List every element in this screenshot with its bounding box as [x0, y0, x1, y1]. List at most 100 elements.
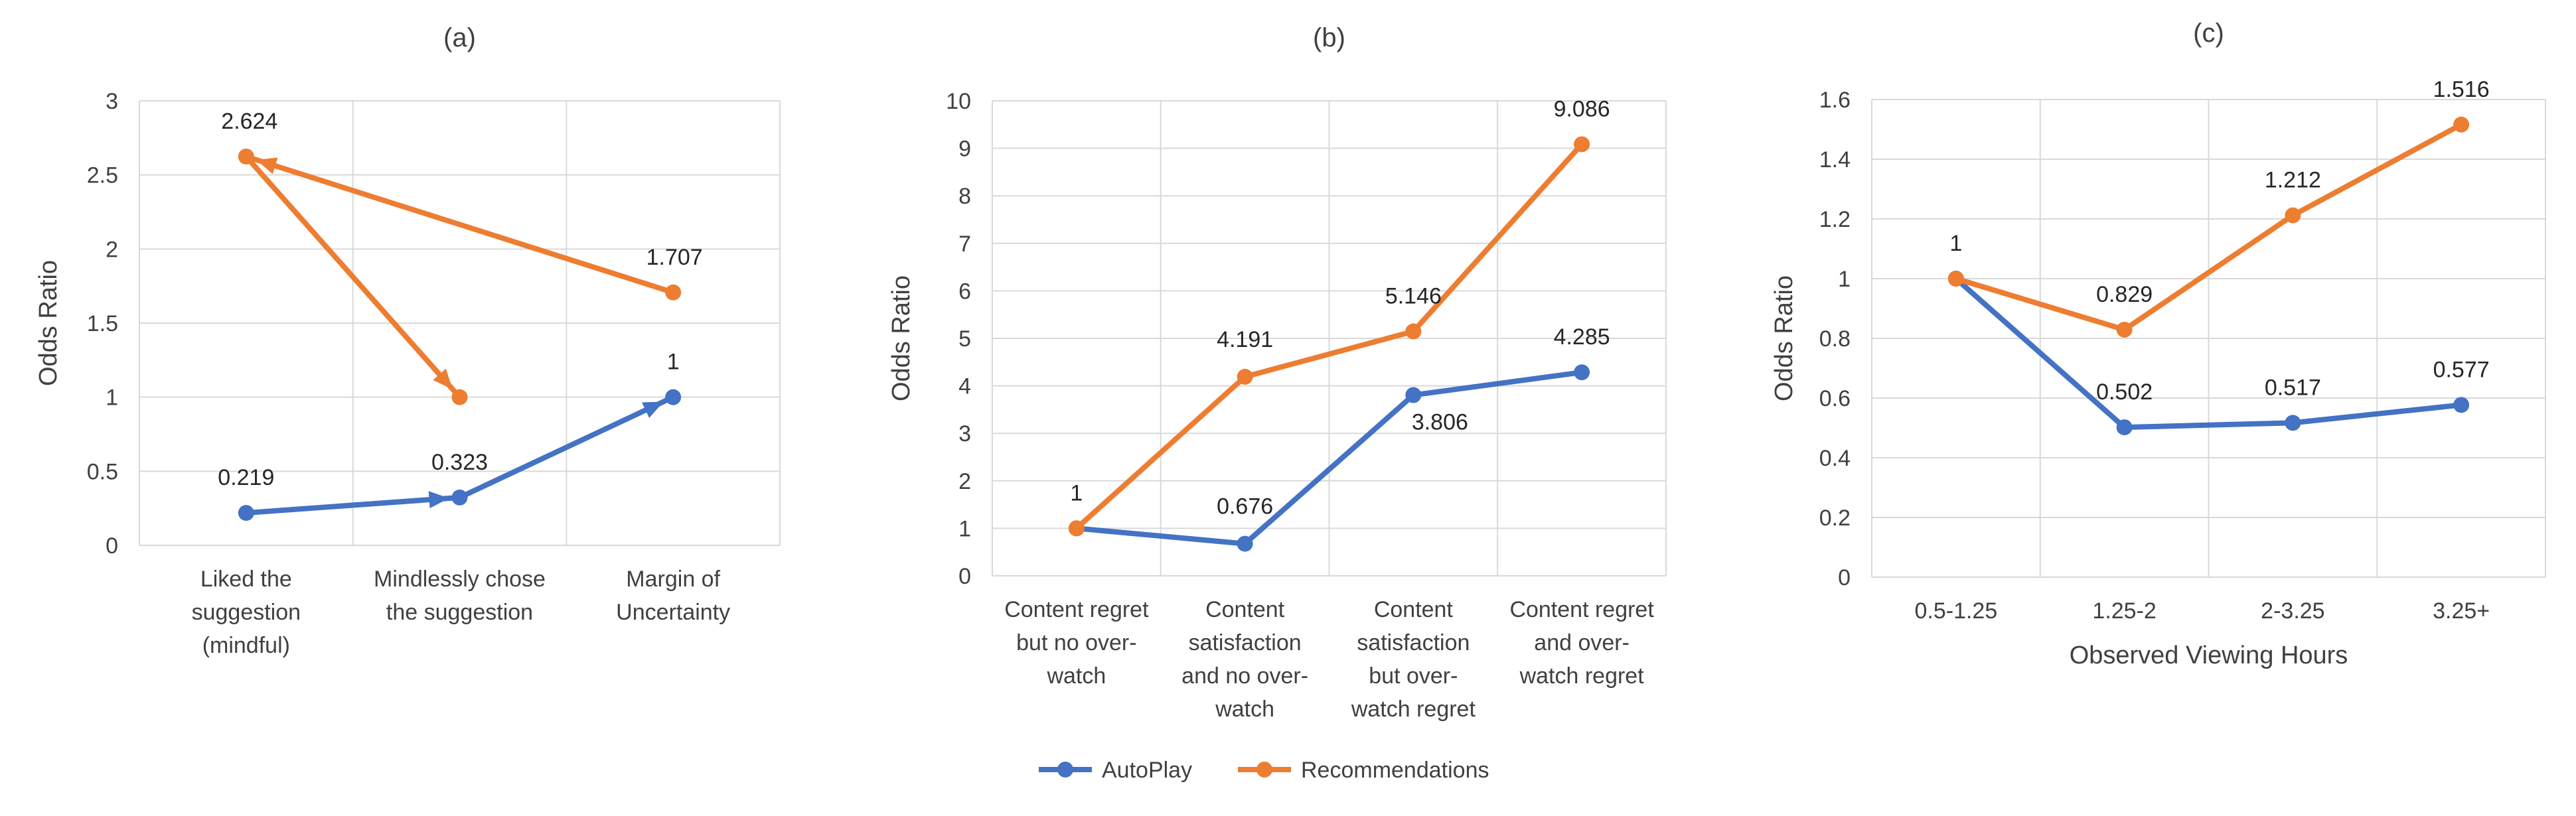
x-category-line: satisfaction — [1357, 630, 1470, 655]
data-point — [2116, 419, 2133, 436]
legend-marker — [1256, 762, 1272, 778]
y-tick-label: 3 — [106, 89, 118, 114]
data-point — [238, 148, 254, 165]
series-line-segment — [1073, 525, 1248, 547]
y-tick-label: 4 — [958, 374, 971, 399]
chart-title: (b) — [1313, 23, 1345, 52]
arrowhead — [428, 491, 449, 509]
x-category-label: Mindlessly chose the suggestion — [374, 567, 546, 625]
series-line-segment — [2121, 420, 2296, 431]
y-tick-label: 1 — [1838, 267, 1851, 292]
x-category-line: (mindful) — [202, 633, 290, 658]
y-tick-label: 1.4 — [1819, 147, 1851, 172]
x-category-label: Content regret and over-watch regret — [1509, 597, 1654, 689]
y-tick-label: 1.2 — [1819, 207, 1851, 232]
x-category-line: Content — [1374, 597, 1454, 622]
y-tick-label: 2.5 — [87, 163, 118, 188]
y-tick-label: 1 — [958, 516, 971, 541]
y-tick-label: 2 — [106, 237, 118, 262]
arrowhead — [256, 157, 278, 174]
x-category-line: watch — [1215, 697, 1274, 722]
x-category-line: Margin of — [626, 567, 720, 592]
x-category-line: and no over- — [1181, 663, 1308, 689]
y-tick-label: 0 — [106, 533, 118, 559]
chart-panel-c: (c) 0 0.2 0.4 0.6 0.8 1 1.2 1.4 1.6 Odds Ratio 0.5-… — [1770, 19, 2546, 669]
data-label: 1 — [667, 350, 680, 375]
y-tick-label: 5 — [958, 326, 971, 352]
data-label: 0.219 — [218, 465, 274, 490]
data-label: 0.517 — [2265, 375, 2321, 400]
series-recommendations: 1.707 2.624 — [221, 109, 703, 405]
x-category-line: suggestion — [192, 600, 301, 625]
data-point — [1405, 323, 1422, 340]
series-line-segment — [1953, 276, 2127, 332]
x-category-line: and over- — [1534, 630, 1629, 655]
data-label: 9.086 — [1554, 96, 1610, 121]
x-category-label: Margin of Uncertainty — [616, 567, 730, 625]
arrowhead — [433, 368, 453, 389]
x-category-line: 2-3.25 — [2261, 598, 2324, 624]
data-point — [2116, 321, 2133, 338]
y-tick-label: 6 — [958, 279, 971, 304]
x-category-line: Liked the — [200, 567, 292, 592]
y-tick-label: 0.6 — [1819, 386, 1851, 411]
data-point — [451, 389, 468, 405]
x-category-line: Uncertainty — [616, 600, 730, 625]
x-category-label: Liked the suggestion (mindful) — [192, 567, 301, 658]
x-category-label: 0.5-1.25 — [1914, 598, 1997, 624]
x-category-line: watch — [1046, 663, 1106, 689]
chart-panel-a: (a) 0 0.5 1 1.5 2 2.5 3 Odds Ratio Liked the sugge… — [35, 23, 781, 658]
data-label: 0.502 — [2096, 379, 2153, 405]
x-category-line: Content regret — [1004, 597, 1149, 622]
x-category-line: but no over- — [1016, 630, 1136, 655]
data-point — [1068, 520, 1085, 537]
chart-panel-b: (b) 0 1 2 3 4 5 6 7 8 9 10 Odds Ratio Content regret b… — [887, 23, 1667, 722]
series-autoplay: 0.676 3.806 4.285 — [1068, 324, 1610, 552]
x-category-line: but over- — [1369, 663, 1458, 689]
data-label: 0.577 — [2433, 357, 2490, 382]
y-tick-label: 7 — [958, 232, 971, 257]
x-axis-title: Observed Viewing Hours — [2070, 642, 2348, 669]
data-point — [2285, 207, 2301, 224]
series-line-segment — [243, 494, 463, 516]
data-label: 0.829 — [2096, 282, 2153, 307]
data-point — [665, 284, 682, 301]
data-point — [451, 489, 468, 506]
x-category-label: 2-3.25 — [2261, 598, 2324, 624]
chart-title: (c) — [2193, 19, 2224, 48]
y-tick-label: 1.5 — [87, 311, 118, 336]
series-line-segment — [243, 153, 676, 295]
series-line-segment — [2121, 212, 2296, 332]
data-label: 0.323 — [431, 450, 488, 475]
data-label: 4.191 — [1217, 327, 1273, 352]
data-point — [2453, 116, 2470, 133]
series-autoplay: 0.219 0.323 1 — [218, 350, 682, 521]
y-tick-label: 0.5 — [87, 459, 118, 484]
x-category-label: 1.25-2 — [2092, 598, 2156, 624]
data-point — [2453, 397, 2470, 413]
x-category-line: Content regret — [1509, 597, 1654, 622]
x-category-line: watch regret — [1351, 697, 1476, 722]
data-label: 5.146 — [1385, 284, 1442, 309]
legend-label: Recommendations — [1301, 758, 1489, 783]
legend-item-autoplay: AutoPlay — [1039, 758, 1192, 783]
y-tick-label: 3 — [958, 421, 971, 446]
data-label: 1.516 — [2433, 77, 2490, 102]
series-line-segment — [1073, 374, 1248, 531]
data-point — [1237, 368, 1253, 385]
x-category-line: watch regret — [1519, 663, 1645, 689]
data-point — [1405, 387, 1422, 403]
y-tick-label: 9 — [958, 137, 971, 162]
series-line-segment — [1242, 328, 1416, 379]
series-line-segment — [2290, 402, 2464, 426]
data-point — [1574, 136, 1590, 153]
x-category-label: 3.25+ — [2433, 598, 2490, 624]
legend: AutoPlay Recommendations — [1039, 758, 1489, 783]
series-line-segment — [243, 153, 463, 400]
series-line-segment — [1410, 370, 1585, 398]
y-axis-title: Odds Ratio — [1770, 275, 1798, 401]
y-tick-label: 0.8 — [1819, 326, 1851, 352]
y-axis-title: Odds Ratio — [887, 275, 915, 401]
